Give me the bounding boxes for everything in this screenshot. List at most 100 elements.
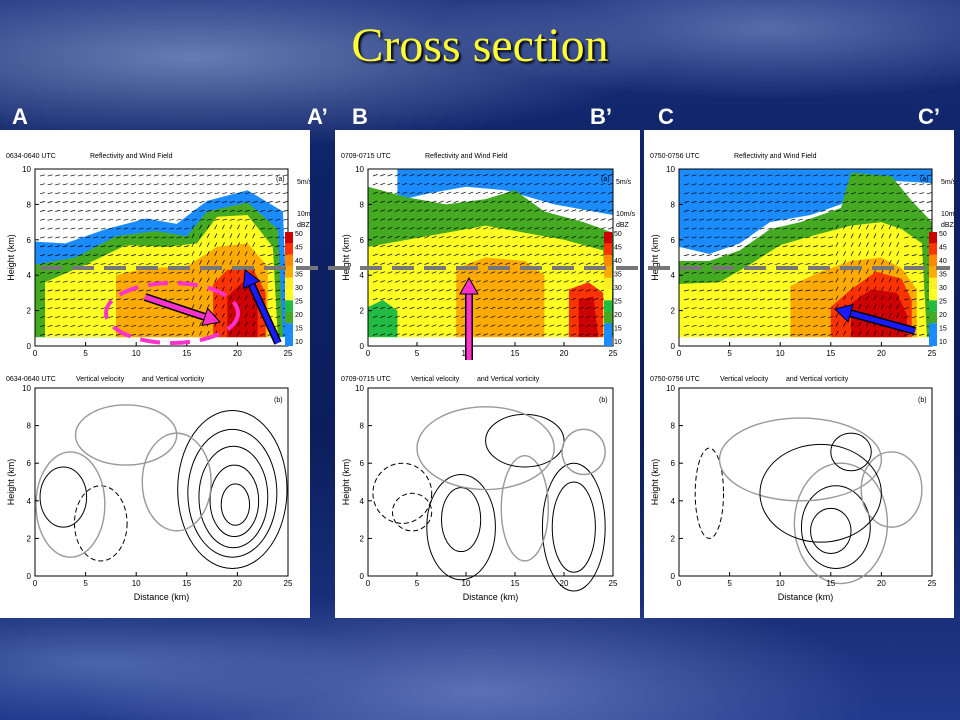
wind-vector (123, 174, 129, 177)
wind-vector (394, 315, 400, 319)
wind-vector (729, 183, 735, 186)
wind-vector (691, 201, 697, 203)
wind-vector (460, 191, 466, 195)
contour-line (416, 406, 555, 491)
wind-vector (85, 316, 91, 319)
wind-vector (843, 233, 847, 239)
wind-vector (873, 233, 877, 239)
wind-vector (706, 218, 712, 221)
wind-vector (805, 307, 811, 310)
wind-vector (115, 271, 121, 274)
wind-vector (820, 271, 826, 274)
wind-vector (752, 236, 758, 239)
wind-vector (835, 174, 841, 177)
wind-vector (70, 263, 76, 265)
wind-vector (699, 174, 705, 177)
wind-vector (888, 233, 892, 239)
wind-vector (534, 271, 540, 274)
wind-vector (797, 289, 803, 292)
wind-vector (904, 280, 910, 283)
wind-vector (527, 306, 533, 310)
wind-vector (600, 227, 606, 230)
wind-vector (431, 218, 437, 221)
colorbar-tick-label: 10 (295, 339, 303, 346)
wind-vector (593, 191, 599, 195)
wind-vector (191, 218, 197, 221)
colorbar-tick-label: 10 (939, 339, 947, 346)
contour-line (426, 473, 496, 581)
wind-vector (714, 183, 720, 186)
wind-vector (497, 253, 503, 257)
wind-vector (911, 174, 917, 177)
wind-vector (93, 324, 99, 327)
plot-time-label: 0750-0756 UTC (650, 376, 700, 383)
x-tick-label: 15 (182, 349, 191, 358)
wind-vector (431, 174, 437, 177)
wind-vector (490, 324, 496, 327)
wind-vector (585, 280, 591, 283)
colorbar-segment (604, 266, 612, 278)
wind-vector (904, 192, 910, 195)
wind-vector (926, 209, 932, 212)
wind-vector (683, 183, 689, 186)
wind-vector (828, 280, 834, 283)
wind-vector (843, 201, 849, 203)
wind-vector (214, 218, 220, 221)
vector-scale-label: 5m/s (616, 179, 632, 186)
wind-vector (519, 280, 525, 283)
wind-vector (820, 298, 826, 301)
wind-vector (911, 209, 917, 212)
wind-vector (835, 242, 839, 248)
wind-vector (744, 324, 750, 327)
wind-vector (721, 280, 727, 283)
wind-vector (714, 218, 720, 221)
wind-vector (759, 245, 765, 248)
wind-vector (775, 316, 781, 319)
wind-vector (372, 262, 378, 265)
y-tick-label: 8 (360, 200, 365, 209)
wind-vector (926, 218, 932, 221)
colorbar-segment (929, 254, 937, 267)
wind-vector (600, 191, 606, 195)
wind-vector (805, 324, 811, 327)
wind-vector (475, 271, 481, 274)
wind-vector (131, 209, 137, 212)
wind-vector (275, 280, 281, 283)
wind-vector (600, 218, 606, 221)
wind-vector (161, 271, 167, 274)
wind-vector (888, 224, 892, 230)
wind-vector (571, 306, 577, 310)
wind-vector (93, 236, 99, 239)
wind-vector (527, 209, 533, 212)
x-tick-label: 0 (677, 579, 682, 588)
colorbar-tick-label: 35 (939, 272, 947, 279)
wind-vector (199, 218, 205, 221)
wind-vector (805, 316, 811, 319)
wind-vector (275, 263, 281, 265)
wind-vector (424, 280, 430, 283)
wind-vector (206, 174, 212, 177)
wind-vector (169, 174, 175, 177)
wind-vector (62, 289, 68, 292)
wind-vector (820, 280, 826, 283)
wind-vector (505, 227, 511, 230)
wind-vector (409, 191, 415, 195)
wind-vector (77, 324, 83, 327)
wind-vector (699, 289, 705, 292)
wind-vector (380, 209, 386, 212)
colorbar-segment (604, 323, 612, 335)
wind-vector (527, 174, 533, 177)
wind-vector (607, 227, 613, 230)
plot-title: Vertical velocity (411, 376, 460, 383)
wind-vector (835, 218, 841, 221)
wind-vector (138, 218, 144, 221)
wind-vector (497, 280, 503, 283)
contour-line (793, 462, 889, 585)
wind-vector (153, 254, 159, 257)
wind-vector (556, 244, 562, 248)
x-tick-label: 10 (776, 579, 785, 588)
wind-vector (759, 236, 765, 239)
wind-vector (896, 295, 900, 301)
wind-vector (744, 333, 750, 336)
wind-vector (512, 200, 518, 203)
